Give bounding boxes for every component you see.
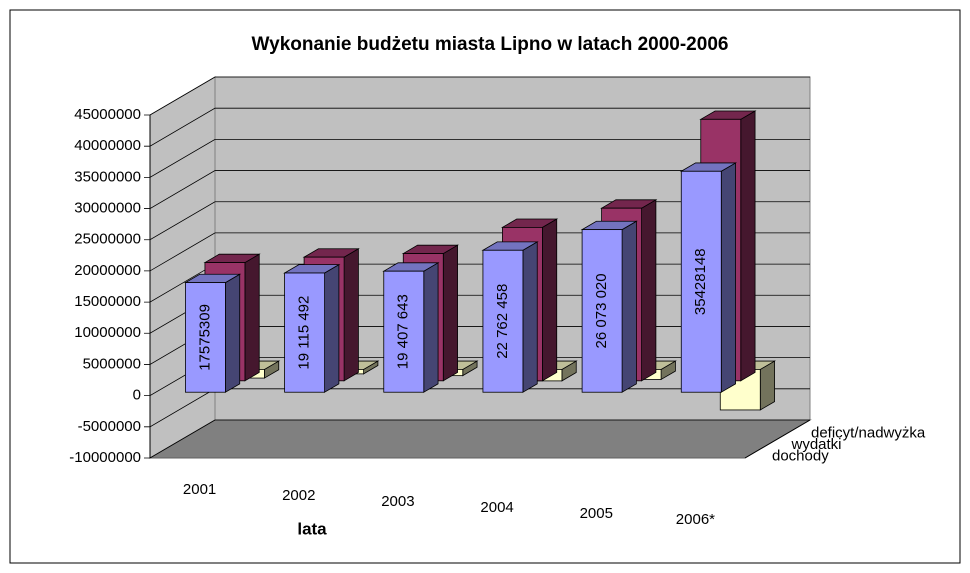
- bar-front: [284, 272, 326, 393]
- grid-line: [144, 170, 810, 209]
- value-label: 19 407 643: [395, 294, 412, 369]
- x-tick-label: 2005: [580, 505, 613, 522]
- grid-line: [144, 76, 810, 116]
- bar-side: [225, 273, 241, 393]
- x-tick-label: 2002: [282, 487, 315, 504]
- y-tick-label: 5000000: [83, 355, 141, 372]
- y-tick-label: 15000000: [74, 293, 141, 310]
- bar-side: [522, 241, 538, 393]
- bar: [679, 162, 738, 393]
- bar-side: [244, 253, 260, 382]
- bar: [580, 220, 638, 393]
- x-tick-label: 2001: [183, 481, 216, 498]
- depth-axis: [744, 419, 811, 459]
- bar-side: [423, 262, 439, 393]
- bar: [481, 241, 539, 393]
- bar-side: [621, 220, 637, 393]
- bar-side: [740, 110, 756, 382]
- value-label: 19 115 492: [296, 296, 313, 370]
- value-label: 35428148: [692, 248, 709, 315]
- y-tick-label: 10000000: [74, 324, 141, 341]
- bar-front: [383, 270, 425, 393]
- y-tick-label: 30000000: [74, 200, 141, 217]
- depth-label: dochody: [772, 447, 829, 464]
- y-tick-label: 20000000: [74, 262, 141, 279]
- grid-line: [144, 107, 810, 147]
- value-label: 26 073 020: [593, 273, 610, 348]
- value-label: 22 762 458: [494, 284, 511, 359]
- grid-line: [144, 419, 810, 459]
- x-axis-title: lata: [297, 519, 327, 538]
- bar-side: [720, 162, 736, 393]
- depth-label: wydatki: [791, 436, 842, 453]
- chart-title: Wykonanie budżetu miasta Lipno w latach …: [252, 34, 729, 55]
- y-tick-label: 0: [133, 387, 141, 404]
- bar-side: [442, 244, 458, 382]
- bar: [183, 273, 242, 393]
- bar-side: [542, 218, 558, 382]
- bar-side: [641, 199, 657, 382]
- bar-side: [324, 263, 340, 393]
- x-tick-label: 2006*: [676, 511, 715, 528]
- y-tick-label: -10000000: [69, 449, 141, 466]
- floor: [148, 419, 812, 459]
- y-tick-label: 40000000: [74, 137, 141, 154]
- x-tick-label: 2004: [480, 499, 513, 516]
- bar-front: [482, 249, 524, 393]
- y-tick-label: 25000000: [74, 231, 141, 248]
- grid-line: [144, 201, 810, 241]
- bar-front: [185, 282, 226, 393]
- y-tick-label: -5000000: [78, 418, 141, 435]
- bar: [283, 263, 341, 393]
- bar: [382, 262, 440, 393]
- value-label: 17575309: [196, 304, 213, 371]
- bar-front: [581, 229, 623, 393]
- y-tick-label: 45000000: [74, 106, 141, 123]
- y-tick-label: 35000000: [74, 168, 141, 185]
- bar-front: [680, 170, 722, 393]
- depth-label: deficyt/nadwyżka: [811, 425, 926, 442]
- grid-line: [144, 138, 810, 178]
- x-tick-label: 2003: [381, 493, 414, 510]
- bar-side: [343, 248, 359, 382]
